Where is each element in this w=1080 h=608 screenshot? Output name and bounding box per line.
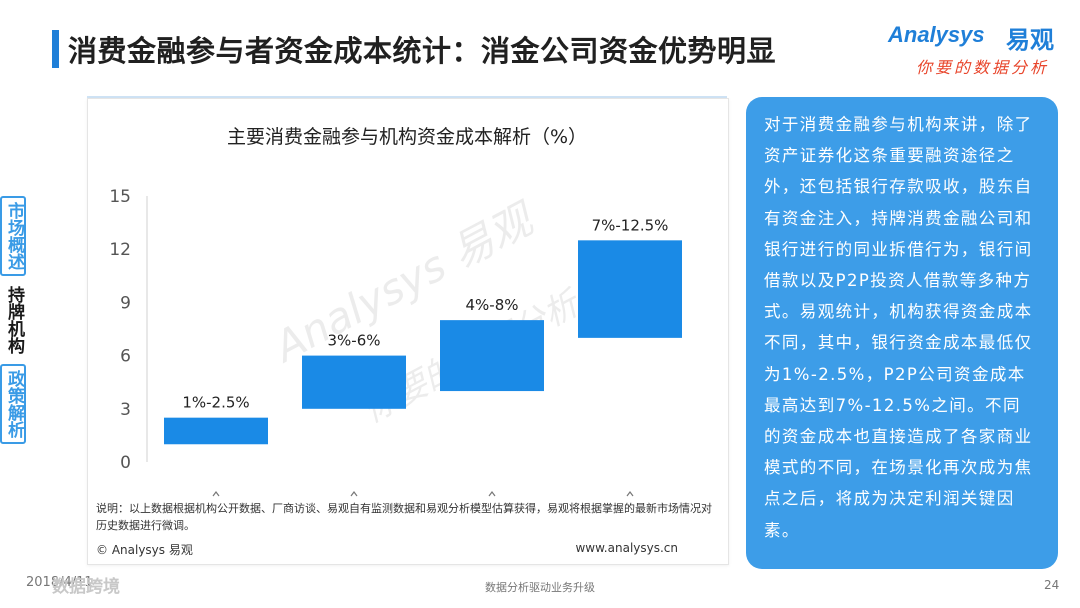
range-bar: [164, 417, 268, 445]
range-bar-label: 7%-12.5%: [592, 216, 669, 234]
side-nav-item-policy-analysis[interactable]: 政策解析: [0, 364, 26, 444]
slide-tagline: 数据分析驱动业务升级: [485, 581, 595, 594]
range-bar-chart: 0 3 6 9 12 15 1%-2.5% 3%-6% 4%-8% 7%-12.5%: [109, 187, 682, 497]
title-accent-bar: [52, 30, 59, 68]
side-nav-item-licensed-institutions[interactable]: 持牌机构: [0, 280, 26, 360]
y-tick-label: 9: [120, 293, 131, 313]
x-tick-mark: [488, 491, 496, 497]
chart-copyright: © Analysys 易观: [96, 543, 193, 557]
range-bar-label: 4%-8%: [465, 296, 518, 314]
slide-title: 消费金融参与者资金成本统计：消金公司资金优势明显: [68, 34, 777, 68]
analysis-text-panel: 对于消费金融参与机构来讲，除了资产证券化这条重要融资途径之外，还包括银行存款吸收…: [746, 97, 1058, 569]
y-tick-label: 6: [120, 347, 131, 367]
y-tick-label: 15: [109, 187, 131, 207]
slide-date: 2018/4/11: [26, 575, 93, 590]
side-nav: 市场概述 持牌机构 政策解析: [0, 196, 30, 448]
chart-title: 主要消费金融参与机构资金成本解析（%）: [226, 126, 588, 148]
logo-slogan: 你要的数据分析: [916, 58, 1050, 77]
y-tick-label: 3: [120, 400, 131, 420]
chart-source-url[interactable]: www.analysys.cn: [575, 541, 678, 555]
x-tick-mark: [350, 491, 358, 497]
y-tick-label: 0: [120, 453, 131, 473]
x-tick-mark: [212, 491, 220, 497]
range-bar: [440, 320, 544, 392]
range-bar-label: 1%-2.5%: [182, 394, 249, 412]
range-bar: [578, 240, 682, 338]
analysys-logo: Analysys 易观 你要的数据分析: [888, 22, 1068, 82]
corner-watermark: 数据跨境: [52, 577, 120, 597]
logo-text-en: Analysys: [888, 22, 985, 47]
range-bar: [302, 355, 406, 409]
chart-note: 说明：以上数据根据机构公开数据、厂商访谈、易观自有监测数据和易观分析模型估算获得…: [96, 502, 712, 532]
range-bar-label: 3%-6%: [327, 332, 380, 350]
logo-text-cn: 易观: [1006, 26, 1054, 54]
y-tick-label: 12: [109, 240, 131, 260]
side-nav-item-market-overview[interactable]: 市场概述: [0, 196, 26, 276]
page-number: 24: [1044, 578, 1060, 592]
x-tick-mark: [626, 491, 634, 497]
